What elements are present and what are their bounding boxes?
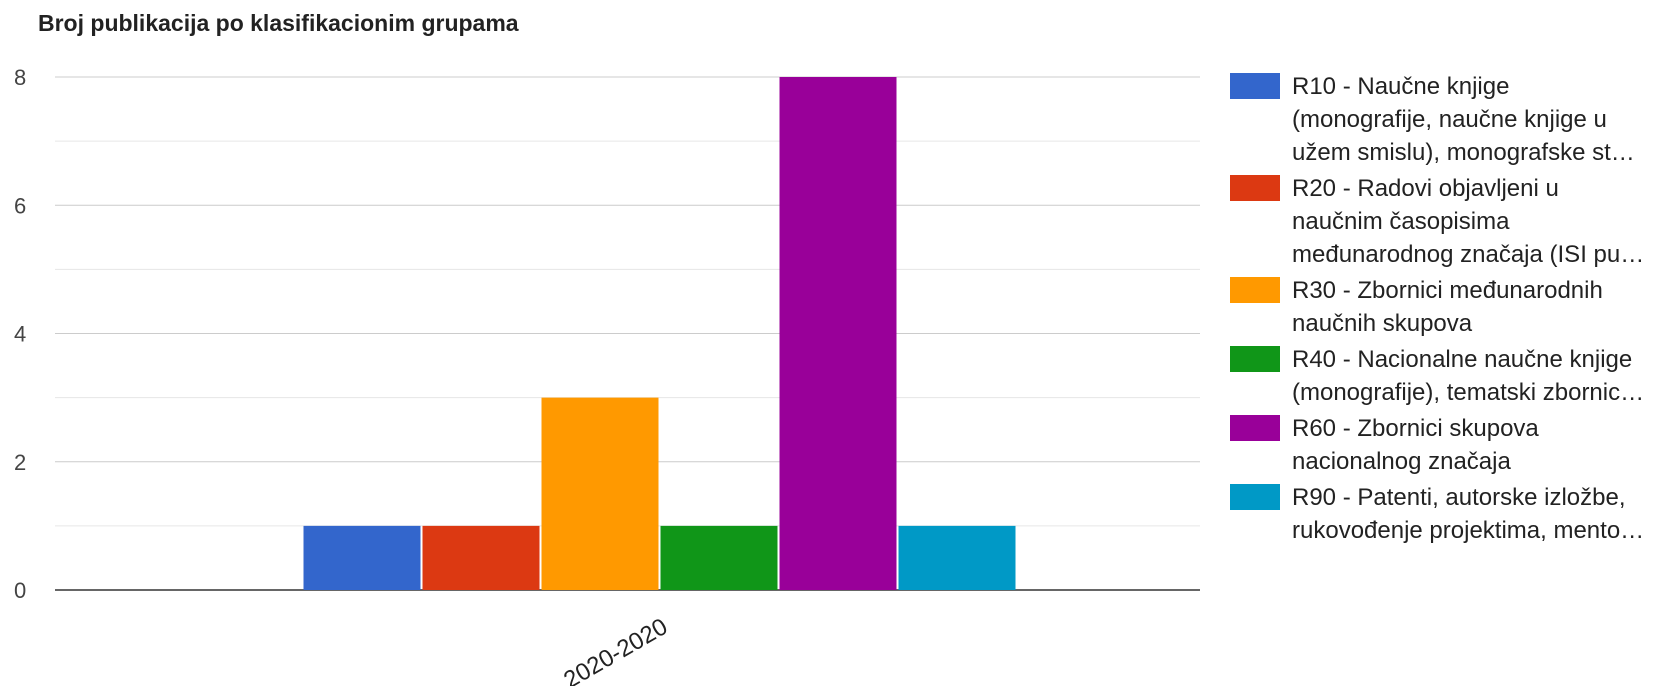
bar-r10[interactable] — [303, 525, 421, 590]
bar-r40[interactable] — [660, 525, 778, 590]
legend-item-r90[interactable]: R90 - Patenti, autorske izložbe, rukovođe… — [1230, 484, 1650, 547]
x-axis-categories: 2020-2020 — [559, 613, 672, 686]
x-category-label: 2020-2020 — [559, 613, 672, 686]
y-tick-label: 6 — [14, 193, 26, 218]
chart-title: Broj publikacija po klasifikacionim grup… — [38, 10, 519, 36]
legend-swatch — [1230, 346, 1280, 372]
legend-swatch — [1230, 415, 1280, 441]
bar-r30[interactable] — [541, 397, 659, 590]
legend-item-r10[interactable]: R10 - Naučne knjige (monografije, naučne … — [1230, 73, 1650, 169]
legend-label: R20 - Radovi objavljeni u naučnim časopis… — [1292, 175, 1645, 268]
legend: R10 - Naučne knjige (monografije, naučne … — [1230, 73, 1650, 553]
legend-label: R60 - Zbornici skupova nacionalnog značaj… — [1292, 415, 1539, 475]
y-axis-ticks: 0 2 4 6 8 — [14, 65, 26, 603]
bar-r90[interactable] — [898, 525, 1016, 590]
legend-item-r30[interactable]: R30 - Zbornici međunarodnih naučnih skupo… — [1230, 277, 1650, 340]
legend-swatch — [1230, 175, 1280, 201]
bar-r60[interactable] — [779, 77, 897, 590]
y-tick-label: 4 — [14, 322, 26, 347]
legend-label: R90 - Patenti, autorske izložbe, rukovođe… — [1292, 484, 1645, 544]
y-tick-label: 0 — [14, 578, 26, 603]
legend-item-r60[interactable]: R60 - Zbornici skupova nacionalnog značaj… — [1230, 415, 1650, 478]
legend-item-r20[interactable]: R20 - Radovi objavljeni u naučnim časopis… — [1230, 175, 1650, 271]
bars — [303, 77, 1016, 590]
legend-swatch — [1230, 277, 1280, 303]
chart-plot: 0 2 4 6 8 2020-2020 — [14, 65, 1200, 686]
legend-swatch — [1230, 484, 1280, 510]
y-tick-label: 2 — [14, 450, 26, 475]
legend-item-r40[interactable]: R40 - Nacionalne naučne knjige (monografi… — [1230, 346, 1650, 409]
y-tick-label: 8 — [14, 65, 26, 90]
legend-swatch — [1230, 73, 1280, 99]
legend-label: R10 - Naučne knjige (monografije, naučne … — [1292, 73, 1635, 166]
legend-label: R30 - Zbornici međunarodnih naučnih skupo… — [1292, 277, 1603, 337]
legend-label: R40 - Nacionalne naučne knjige (monografi… — [1292, 346, 1645, 406]
bar-r20[interactable] — [422, 525, 540, 590]
